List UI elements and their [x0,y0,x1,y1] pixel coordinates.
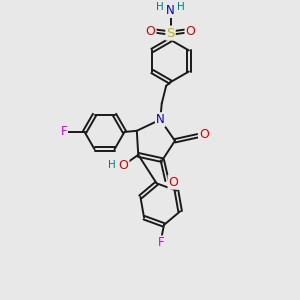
Text: H: H [156,2,164,12]
Text: F: F [60,125,67,139]
Text: O: O [185,25,195,38]
Text: H: H [177,2,185,12]
Text: N: N [156,113,165,126]
Text: N: N [166,4,175,17]
Text: O: O [199,128,209,141]
Text: O: O [169,176,178,189]
Text: O: O [119,159,128,172]
Text: F: F [158,236,164,249]
Text: S: S [166,27,175,40]
Text: H: H [108,160,116,170]
Text: O: O [146,25,155,38]
